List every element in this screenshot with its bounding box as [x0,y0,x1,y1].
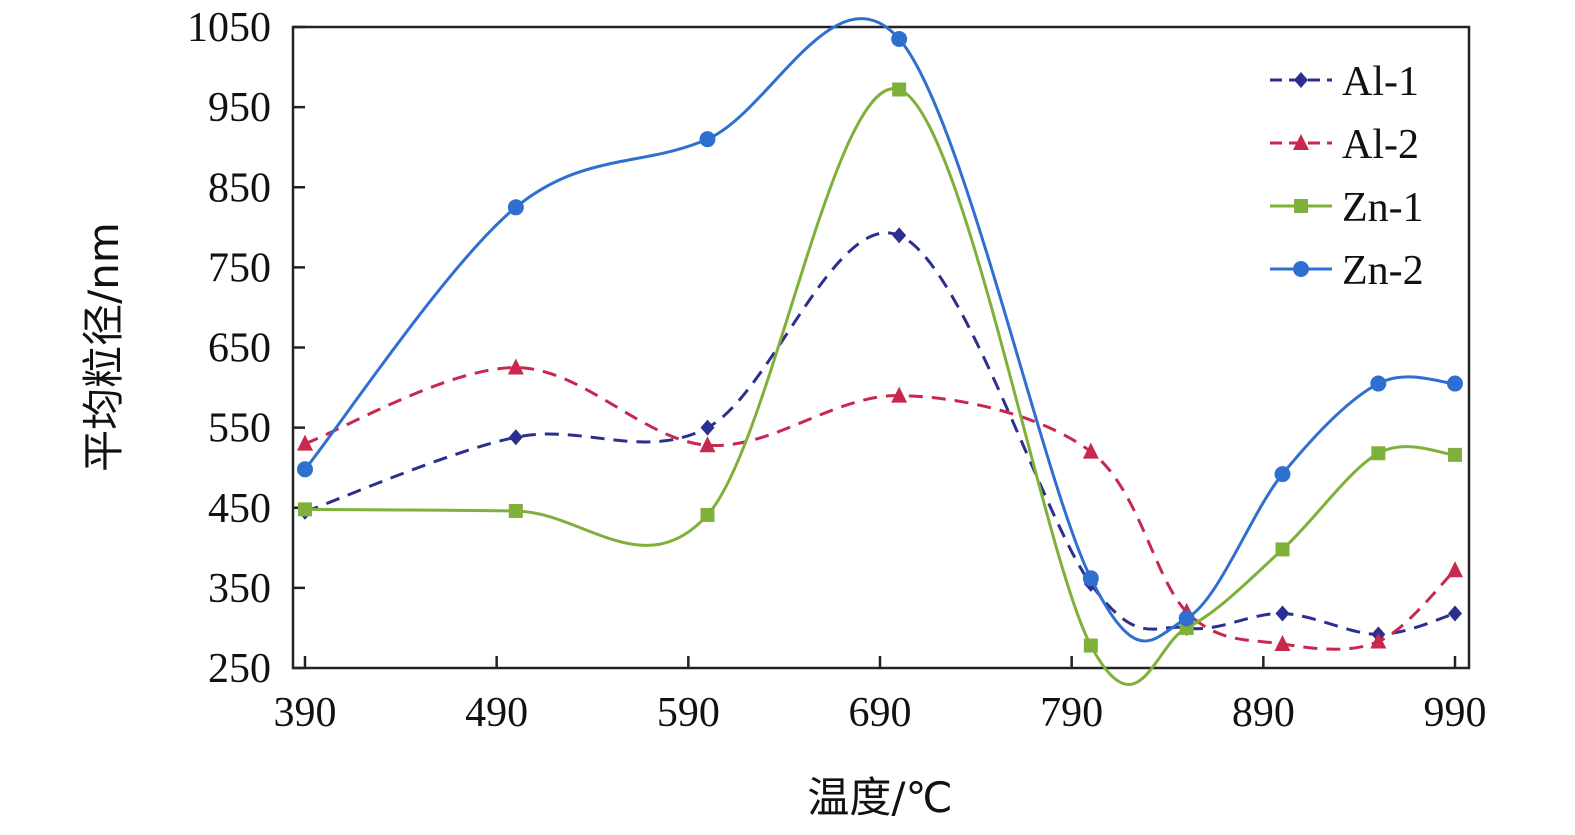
data-point-zn-2 [1370,375,1387,392]
data-point-zn-1 [1275,542,1290,557]
data-point-al-1 [1275,605,1290,622]
series-line-zn-1 [304,87,1456,686]
series-line-al-1 [304,231,1456,636]
data-point-al-2 [891,386,908,403]
data-point-zn-2 [297,461,313,478]
data-point-zn-1 [508,503,523,518]
data-point-zn-1 [1371,446,1386,461]
y-tick-label: 750 [208,245,271,291]
legend-label-al-2: Al-2 [1342,122,1419,168]
legend-marker-al-2 [1293,134,1309,150]
series-line-al-2 [304,366,1457,651]
y-tick-label: 350 [208,566,271,612]
y-tick-label: 550 [208,406,271,452]
series-line-zn-2 [303,17,1456,643]
data-point-al-2 [1082,442,1099,459]
data-point-al-2 [1274,634,1291,651]
data-point-zn-2 [1447,375,1463,392]
data-point-zn-2 [1082,570,1099,587]
y-tick-label: 250 [208,646,271,692]
data-point-zn-1 [1448,447,1462,462]
x-tick-label: 490 [465,690,528,736]
y-tick-label: 450 [208,486,271,532]
y-axis-title: 平均粒径/nm [79,222,128,472]
data-point-zn-2 [699,131,716,148]
x-tick-label: 790 [1040,690,1103,736]
y-tick-label: 650 [208,326,271,372]
data-point-al-2 [297,434,313,451]
data-point-al-1 [1448,605,1462,622]
data-point-zn-2 [507,199,524,216]
plot-frame [291,25,1471,670]
data-point-zn-1 [298,502,312,517]
x-tick-label: 690 [849,690,912,736]
x-tick-label: 890 [1232,690,1295,736]
data-point-al-2 [1447,561,1463,578]
data-point-zn-2 [1178,610,1195,627]
data-point-al-1 [700,419,715,436]
data-point-zn-1 [1083,638,1098,653]
data-point-zn-1 [700,507,715,522]
legend-label-al-1: Al-1 [1342,59,1419,105]
legend-marker-zn-2 [1293,261,1309,277]
y-tick-label: 1050 [187,5,271,51]
data-point-zn-2 [1274,466,1291,483]
data-point-al-2 [1370,632,1387,649]
y-tick-label: 850 [208,165,271,211]
data-point-zn-2 [891,31,908,48]
legend-marker-al-1 [1294,72,1308,88]
x-axis-title: 温度/℃ [807,773,952,822]
data-point-al-1 [892,227,907,244]
legend-label-zn-1: Zn-1 [1342,185,1424,231]
x-tick-label: 990 [1424,690,1487,736]
x-tick-label: 590 [657,690,720,736]
data-point-al-2 [699,436,716,453]
data-point-al-2 [507,358,524,375]
data-point-zn-1 [892,82,907,97]
x-tick-label: 390 [274,690,337,736]
legend-label-zn-2: Zn-2 [1342,248,1424,294]
y-tick-label: 950 [208,85,271,131]
legend-marker-zn-1 [1294,199,1308,213]
data-point-al-1 [508,429,523,446]
